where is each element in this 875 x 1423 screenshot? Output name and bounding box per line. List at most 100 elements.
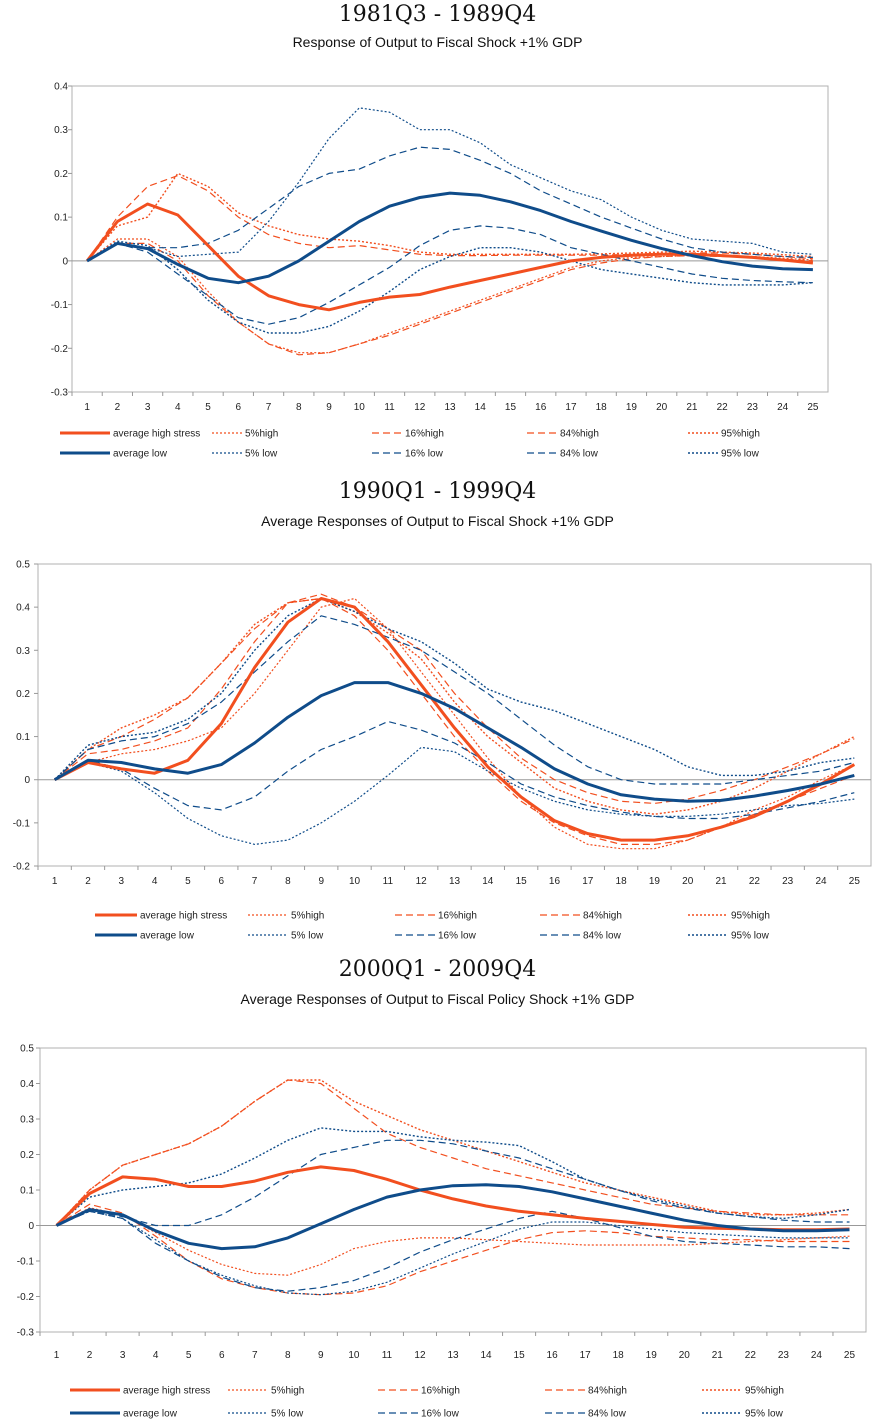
legend-label: 95% low: [731, 931, 770, 942]
x-tick-label: 9: [326, 402, 332, 413]
legend-label: average low: [113, 449, 168, 460]
x-tick-label: 24: [777, 402, 789, 413]
x-tick-label: 7: [252, 1350, 258, 1361]
legend-label: average low: [140, 931, 195, 942]
chart-title: 1981Q3 - 1989Q4: [338, 2, 537, 27]
plot-area: [71, 85, 829, 393]
y-tick-label: 0.2: [54, 169, 68, 180]
y-tick-label: -0.1: [17, 1257, 35, 1268]
x-tick-label: 7: [266, 402, 272, 413]
legend-label: 95% low: [745, 1409, 784, 1420]
x-tick-label: 8: [285, 876, 291, 887]
x-tick-label: 14: [482, 876, 494, 887]
x-tick-label: 16: [547, 1350, 559, 1361]
x-tick-label: 4: [153, 1350, 159, 1361]
legend-label: average low: [123, 1409, 178, 1420]
x-tick-label: 21: [712, 1350, 724, 1361]
x-tick-label: 21: [686, 402, 698, 413]
x-tick-label: 18: [596, 402, 608, 413]
x-tick-label: 21: [715, 876, 727, 887]
x-tick-label: 17: [565, 402, 577, 413]
legend-label: average high stress: [123, 1386, 210, 1397]
series-line-5-high: [54, 597, 855, 850]
x-tick-label: 6: [236, 402, 242, 413]
legend-label: 84%high: [560, 429, 599, 440]
chart-1: -0.3-0.2-0.100.10.20.30.41 2 3 4 5 6 7 8 9 10 11 12…: [51, 82, 829, 460]
x-tick-label: 14: [480, 1350, 492, 1361]
x-tick-label: 2: [85, 876, 91, 887]
y-tick-label: -0.3: [17, 1328, 35, 1339]
x-tick-label: 16: [535, 402, 547, 413]
x-tick-label: 20: [682, 876, 694, 887]
x-tick-label: 5: [185, 876, 191, 887]
x-tick-label: 15: [514, 1350, 526, 1361]
x-tick-label: 24: [811, 1350, 823, 1361]
x-tick-label: 13: [449, 876, 461, 887]
y-tick-label: 0.3: [16, 646, 30, 657]
x-tick-label: 20: [679, 1350, 691, 1361]
y-tick-label: -0.2: [51, 344, 69, 355]
x-tick-label: 12: [414, 1350, 426, 1361]
x-tick-label: 20: [656, 402, 668, 413]
y-tick-label: 0.5: [20, 1044, 34, 1055]
y-tick-label: -0.1: [51, 300, 69, 311]
y-tick-label: 0: [24, 775, 30, 786]
legend-label: 84%high: [588, 1386, 627, 1397]
legend-label: 84%high: [583, 911, 622, 922]
x-tick-label: 25: [807, 402, 819, 413]
series-line-average-low: [53, 681, 855, 803]
series-line-16-low: [54, 720, 855, 820]
legend-label: 95%high: [745, 1386, 784, 1397]
series-line-average-low: [55, 1183, 850, 1251]
legend-label: 84% low: [583, 931, 622, 942]
y-tick-label: 0.4: [20, 1079, 34, 1090]
x-tick-label: 15: [505, 402, 517, 413]
x-tick-label: 10: [349, 876, 361, 887]
series-line-average-high-stress: [55, 1165, 850, 1232]
x-tick-label: 18: [616, 876, 628, 887]
x-tick-label: 16: [549, 876, 561, 887]
x-tick-label: 23: [778, 1350, 790, 1361]
x-tick-label: 4: [175, 402, 181, 413]
y-tick-label: 0.4: [54, 82, 68, 93]
series-line-84-low: [86, 146, 813, 262]
series-line-16-high: [56, 1203, 850, 1296]
y-tick-label: -0.2: [17, 1292, 35, 1303]
legend-label: 5% low: [271, 1409, 304, 1420]
y-tick-label: 0: [28, 1221, 34, 1232]
series-line-16-low: [86, 225, 813, 325]
x-tick-label: 6: [219, 1350, 225, 1361]
legend-label: 16%high: [405, 429, 444, 440]
series-line-84-high: [56, 1079, 850, 1226]
y-tick-label: 0.1: [16, 732, 30, 743]
x-tick-label: 3: [119, 876, 125, 887]
chart-subtitle: Average Responses of Output to Fiscal Po…: [240, 991, 635, 1007]
x-tick-label: 25: [844, 1350, 856, 1361]
chart-subtitle: Response of Output to Fiscal Shock +1% G…: [292, 34, 583, 50]
x-tick-label: 9: [318, 1350, 324, 1361]
x-tick-label: 3: [120, 1350, 126, 1361]
chart-title: 1990Q1 - 1999Q4: [338, 479, 537, 504]
legend-label: 95% low: [721, 449, 760, 460]
x-tick-label: 19: [649, 876, 661, 887]
series-line-5-low: [86, 107, 813, 262]
x-tick-label: 18: [613, 1350, 625, 1361]
y-tick-label: 0.1: [54, 213, 68, 224]
legend-label: 5% low: [291, 931, 324, 942]
series-line-5-low: [54, 746, 855, 846]
series-line-average-low: [86, 191, 813, 285]
legend-label: 5% low: [245, 449, 278, 460]
legend-label: 5%high: [245, 429, 278, 440]
y-tick-label: 0.3: [54, 125, 68, 136]
x-tick-label: 10: [354, 402, 366, 413]
x-tick-label: 11: [384, 402, 395, 413]
y-tick-label: -0.3: [51, 388, 69, 399]
x-tick-label: 11: [382, 1350, 393, 1361]
legend-label: 84% low: [560, 449, 599, 460]
x-tick-label: 22: [749, 876, 761, 887]
series-line-95-high: [86, 172, 813, 262]
legend-label: 16%high: [421, 1386, 460, 1397]
legend-label: 16% low: [405, 449, 444, 460]
x-tick-label: 8: [285, 1350, 291, 1361]
